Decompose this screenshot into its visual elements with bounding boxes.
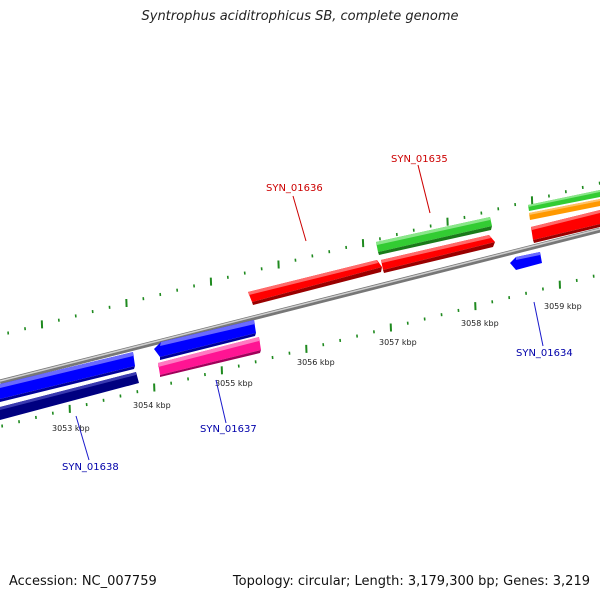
- gene-label-syn01636[interactable]: SYN_01636: [266, 183, 323, 194]
- gene-feature-syn01634[interactable]: [510, 252, 542, 270]
- tick-label-3054: 3054 kbp: [133, 401, 171, 410]
- tick-marks-inner: [1, 274, 595, 428]
- genome-summary-text: Topology: circular; Length: 3,179,300 bp…: [232, 574, 590, 589]
- genome-backbone: [0, 227, 600, 385]
- gene-feature-navy[interactable]: [0, 372, 139, 420]
- tick-label-3055: 3055 kbp: [215, 379, 253, 388]
- tick-label-3059: 3059 kbp: [544, 302, 582, 311]
- gene-feature-syn01637[interactable]: [154, 320, 256, 360]
- gene-label-syn01638[interactable]: SYN_01638: [62, 462, 119, 473]
- map-title: Syntrophus aciditrophicus SB, complete g…: [141, 9, 459, 24]
- leader-line-syn01637: [215, 379, 227, 424]
- gene-feature-orange-right[interactable]: [529, 199, 600, 220]
- gene-feature-syn01638[interactable]: [0, 352, 135, 402]
- tick-label-3056: 3056 kbp: [297, 358, 335, 367]
- gene-feature-green-right[interactable]: [528, 190, 600, 211]
- gene-feature-syn01635[interactable]: [381, 235, 495, 273]
- gene-label-syn01634[interactable]: SYN_01634: [516, 348, 573, 359]
- tick-label-3057: 3057 kbp: [379, 338, 417, 347]
- leader-line-syn01635: [417, 164, 431, 214]
- gene-feature-syn01636[interactable]: [248, 260, 382, 305]
- gene-label-syn01635[interactable]: SYN_01635: [391, 154, 448, 165]
- tick-label-3058: 3058 kbp: [461, 319, 499, 328]
- genome-backbone-highlight: [0, 228, 600, 382]
- accession-text: Accession: NC_007759: [9, 574, 157, 589]
- leader-line-syn01638: [75, 415, 90, 461]
- tick-label-3053: 3053 kbp: [52, 424, 90, 433]
- gene-feature-red-right[interactable]: [531, 210, 600, 243]
- gene-label-syn01637[interactable]: SYN_01637: [200, 424, 257, 435]
- leader-line-syn01636: [292, 195, 307, 242]
- leader-line-syn01634: [533, 301, 544, 347]
- tick-marks-outer: [7, 181, 600, 335]
- gene-feature-magenta[interactable]: [158, 337, 261, 377]
- gene-feature-green-1[interactable]: [376, 217, 492, 255]
